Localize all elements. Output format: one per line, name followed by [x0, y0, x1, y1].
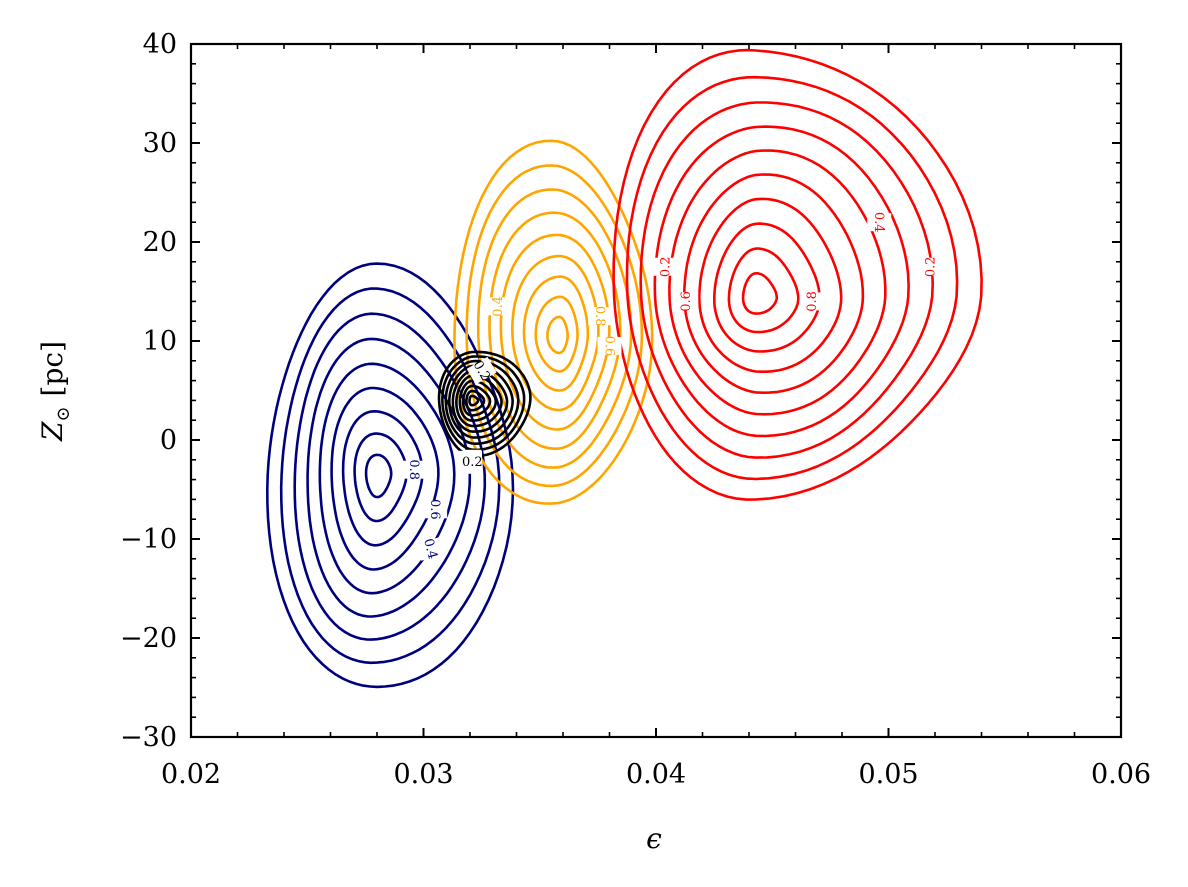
contour-level-label: 0.8: [406, 459, 421, 480]
contour-level-label: 0.8: [805, 291, 820, 312]
x-tick-label: 0.06: [1091, 759, 1151, 790]
y-tick-label: −30: [120, 722, 177, 753]
contour-line: [306, 337, 472, 618]
contour-level-label: 0.4: [871, 212, 886, 233]
contour-line: [499, 233, 611, 431]
contour-line: [458, 379, 498, 422]
contour-line: [683, 173, 865, 394]
contour-level-label: 0.4: [420, 537, 440, 561]
contour-line: [465, 164, 644, 488]
contour-line: [330, 386, 440, 571]
contour-line: [437, 350, 532, 458]
contour-layer: [266, 48, 983, 689]
contour-line: [510, 254, 600, 412]
plot-frame: [189, 42, 1123, 739]
x-tick-label: 0.04: [626, 759, 686, 790]
y-axis-label-unit: [pc]: [36, 341, 69, 396]
contour-label-bg: [402, 460, 427, 479]
contour-line: [453, 139, 654, 505]
contour-line: [713, 222, 821, 353]
y-tick-label: 0: [160, 425, 177, 456]
contour-level-label: 0.6: [679, 291, 694, 312]
contour-line: [534, 295, 579, 373]
contour-label-bg: [423, 500, 448, 519]
axis-ticks: [190, 43, 1122, 738]
contour-level-label: 0.2: [923, 256, 938, 277]
contour-line: [465, 389, 486, 412]
y-tick-label: −20: [120, 623, 177, 654]
contour-level-label: 0.8: [592, 306, 607, 327]
contour-line: [698, 197, 843, 373]
contour-label-bg: [597, 336, 622, 355]
y-tick-label: 20: [143, 227, 177, 258]
contour-line: [444, 359, 520, 445]
contour-label-bg: [416, 537, 445, 561]
contour-line: [546, 315, 569, 355]
y-axis-label: Z⊙ [pc]: [36, 341, 74, 442]
contour-line: [639, 101, 934, 459]
y-axis-label-subscript: ⊙: [53, 406, 74, 421]
contour-label-bg: [463, 449, 482, 474]
contour-line: [353, 432, 408, 523]
contour-line: [612, 48, 983, 501]
contour-label-bg: [653, 257, 678, 276]
contour-label-bg: [588, 307, 613, 326]
contour-label-bg: [867, 213, 892, 232]
contour-line: [468, 394, 480, 407]
contour-line: [279, 287, 501, 665]
contour-line: [293, 312, 487, 641]
contour-label-bg: [918, 257, 943, 276]
contour-line: [653, 125, 910, 438]
y-tick-label: 30: [143, 128, 177, 159]
contour-label-bg: [485, 297, 510, 316]
x-axis-label: ϵ: [646, 822, 662, 855]
contour-label-bg: [674, 292, 699, 311]
contour-line: [455, 374, 503, 428]
contour-label-bg: [799, 292, 824, 311]
contour-level-label: 0.6: [427, 499, 442, 520]
contour-level-label: 0.4: [491, 296, 506, 317]
contour-level-label: 0.6: [602, 336, 617, 357]
axis-tick-labels: 0.02 0.03 0.04 0.05 0.06 −30 −20 −10 0 10 20 30 40: [120, 29, 1151, 790]
contour-line: [364, 453, 393, 499]
contour-line: [476, 188, 633, 469]
contour-line: [461, 384, 492, 417]
y-axis-label-symbol: Z: [36, 421, 69, 442]
contour-line: [625, 75, 959, 481]
contour-line: [522, 275, 590, 392]
x-tick-label: 0.03: [393, 759, 453, 790]
y-tick-label: 10: [143, 326, 177, 357]
contour-line: [741, 272, 779, 315]
contour-line: [488, 211, 622, 450]
contour-label-layer: 0.80.60.40.20.80.60.40.80.60.40.20.20.20…: [402, 212, 943, 561]
y-tick-label: 40: [143, 29, 177, 60]
x-tick-label: 0.02: [161, 759, 221, 790]
contour-line: [727, 247, 800, 334]
contour-line: [266, 262, 515, 689]
contour-line: [668, 149, 887, 416]
y-tick-label: −10: [120, 524, 177, 555]
contour-line: [441, 355, 526, 452]
contour-label-bg: [466, 356, 497, 385]
x-tick-label: 0.05: [858, 759, 918, 790]
contour-line: [341, 410, 424, 547]
contour-level-label: 0.2: [658, 256, 673, 277]
contour-level-label: 0.2: [462, 455, 483, 470]
contour-line: [318, 362, 456, 595]
